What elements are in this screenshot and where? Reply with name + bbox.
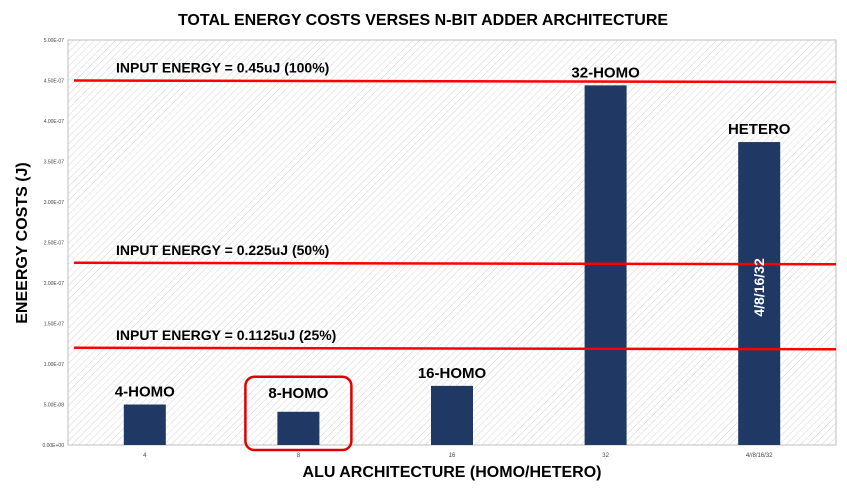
bar-data-label: 8-HOMO [268,385,328,402]
x-axis-title: ALU ARCHITECTURE (HOMO/HETERO) [303,464,602,481]
y-tick-label: 4.50E-07 [44,79,65,85]
y-tick-label: 2.00E-07 [44,281,65,287]
reference-line-label: INPUT ENERGY = 0.225uJ (50%) [116,242,329,258]
annotations: 4/8/16/32 [244,258,767,452]
x-tick-label: 4//8/16/32 [746,453,773,459]
x-tick-label: 32 [602,453,609,459]
x-tick-label: 8 [297,453,301,459]
y-tick-label: 1.00E-07 [44,362,65,368]
bar-data-label: 32-HOMO [571,64,640,81]
y-tick-label: 4.00E-07 [44,119,65,125]
reference-line-label: INPUT ENERGY = 0.45uJ (100%) [116,60,329,76]
y-tick-label: 3.00E-07 [44,200,65,206]
bar-data-label: HETERO [728,121,791,138]
y-tick-label: 0.00E+00 [42,443,64,449]
reference-line [73,261,837,266]
x-tick-label: 16 [449,453,456,459]
y-tick-label: 2.50E-07 [44,241,65,247]
y-tick-label: 3.50E-07 [44,160,65,166]
chart-title: TOTAL ENERGY COSTS VERSES N-BIT ADDER AR… [178,12,668,29]
y-axis-title: ENEERGY COSTS (J) [14,162,31,324]
bar [584,85,627,446]
bar-data-label: 4-HOMO [115,384,175,401]
reference-line-label: INPUT ENERGY = 0.1125uJ (25%) [116,327,336,343]
reference-line [73,346,837,351]
y-tick-label: 5.00E-08 [44,403,65,409]
bar [123,404,166,445]
bar-inner-label: 4/8/16/32 [751,258,767,317]
y-tick-label: 1.50E-07 [44,322,65,328]
y-axis-ticks: 0.00E+00 5.00E-08 1.00E-07 1.50E-07 2.00E-07… [42,38,64,449]
reference-line [73,79,837,84]
bar [277,411,320,445]
bar [738,142,781,445]
bar-data-label: 16-HOMO [418,365,487,382]
bar [431,385,473,445]
bar-labels: 4-HOMO 8-HOMO 16-HOMO 32-HOMO HETERO [115,64,791,401]
highlight-box [244,375,353,452]
y-tick-label: 5.00E-07 [44,38,65,44]
x-tick-label: 4 [143,453,147,459]
bars [123,85,781,446]
plot-area [67,39,837,446]
reference-lines: INPUT ENERGY = 0.45uJ (100%) INPUT ENERGY… [73,60,837,351]
x-axis-categories: 4 8 16 32 4//8/16/32 [143,453,773,459]
